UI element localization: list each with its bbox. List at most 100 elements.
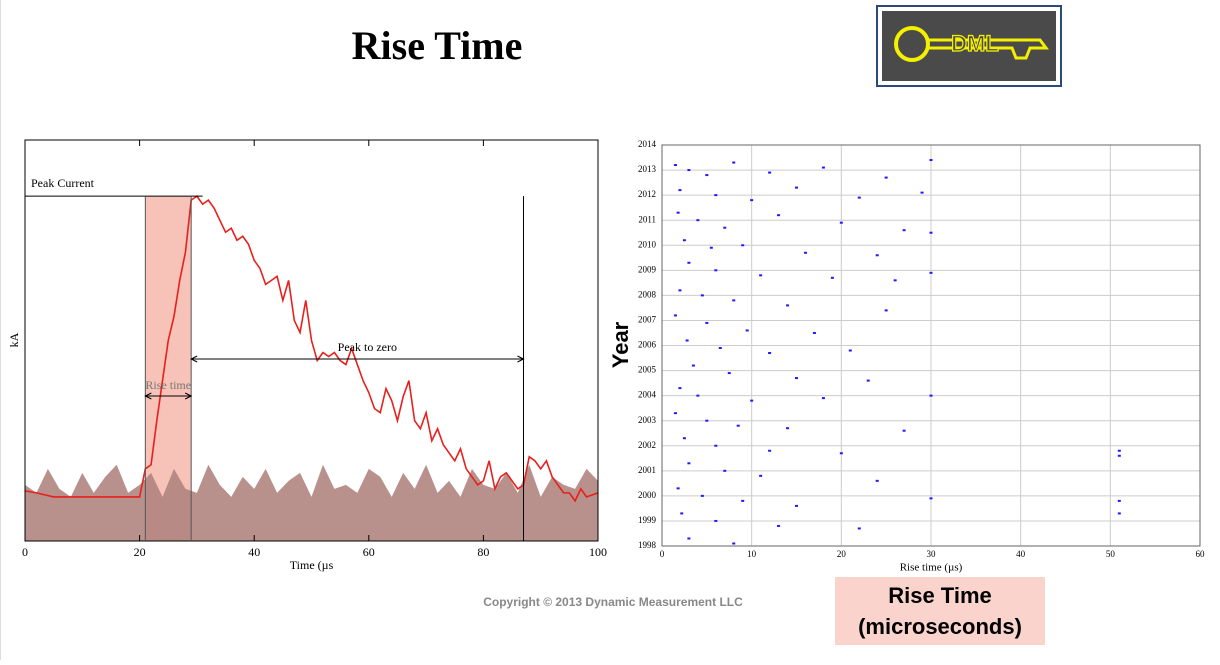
point [929,497,933,500]
point [893,279,897,282]
point [1117,499,1121,502]
point [759,274,763,277]
point [705,174,709,177]
x-tick-label: 30 [927,549,937,559]
point [884,309,888,312]
x-tick-label: 100 [589,545,607,559]
point [685,339,689,342]
x-tick-label: 20 [134,545,146,559]
y-tick-label: 2007 [638,315,657,325]
y-tick-label: 2001 [638,465,656,475]
point [678,387,682,390]
point [676,211,680,214]
point [687,261,691,264]
point [812,331,816,334]
point [795,504,798,507]
point [902,429,906,432]
plot-frame [24,139,599,542]
highlight-text: (microseconds) [858,614,1022,639]
point [687,462,691,465]
point [714,444,718,447]
point [709,246,713,249]
point [745,329,749,332]
y-tick-label: 2012 [638,189,656,199]
plot-frame [661,144,1201,547]
highlight-box [835,577,1045,645]
point [795,377,798,380]
point [839,221,843,224]
point [700,294,704,297]
line-chart: Peak Current Rise time Peak to zero 0 20 40 60… [7,139,607,572]
annotation: Rise time [145,378,191,392]
point [777,524,781,527]
y-tick-label: 2011 [638,214,656,224]
y-tick-label: 2008 [638,289,657,299]
waveform-line [24,195,599,503]
highlight-text: Rise Time [888,583,992,608]
point [875,254,879,257]
point [1117,449,1121,452]
point [866,379,870,382]
y-tick-label: 2003 [638,415,657,425]
x-tick-label: 40 [1016,549,1026,559]
logo: DML [876,5,1062,87]
y-tick-label: 2009 [638,264,657,274]
y-tick-label: 2014 [638,139,657,149]
point [676,487,680,490]
point [875,479,879,482]
y-axis-label: kA [7,332,21,347]
point [673,314,677,317]
point [723,469,727,472]
logo-key-blade [926,38,1049,60]
point [857,527,861,530]
point [786,427,790,430]
x-tick-label: 0 [660,549,665,559]
point [741,499,745,502]
point [705,321,709,324]
point [682,437,686,440]
logo-text: DML [951,31,999,56]
point [768,449,772,452]
point [1117,512,1121,515]
point [884,176,888,179]
point [736,424,740,427]
point [700,494,704,497]
point [920,191,924,194]
point [696,219,700,222]
y-tick-label: 2005 [638,365,657,375]
rise-arrow-head [144,392,152,400]
point [723,226,727,229]
x-tick-label: 20 [837,549,847,559]
y-tick-label: 2006 [638,340,657,350]
annotation: Peak Current [31,176,95,190]
y-tick-label: 1999 [638,515,657,525]
annotation: Peak to zero [338,340,397,354]
point [830,276,834,279]
point [821,397,825,400]
point [741,244,745,247]
point [714,269,718,272]
rise-arrow-head [184,392,193,400]
point [839,452,843,455]
point [750,399,754,402]
point [759,474,763,477]
point [714,194,718,197]
point [718,347,722,350]
x-axis-label: Time (µs [290,558,334,572]
point [732,542,736,545]
point [929,394,933,397]
y-tick-label: 2013 [638,164,657,174]
logo-bg [882,11,1056,81]
point [696,394,700,397]
zero-arrow-head [517,355,525,363]
point [768,171,772,174]
point [1117,454,1121,457]
point [691,364,695,367]
x-tick-label: 80 [477,545,489,559]
point [678,189,682,192]
y-tick-label: 2010 [638,239,657,249]
point [929,271,933,274]
point [682,239,686,242]
point [929,159,933,162]
